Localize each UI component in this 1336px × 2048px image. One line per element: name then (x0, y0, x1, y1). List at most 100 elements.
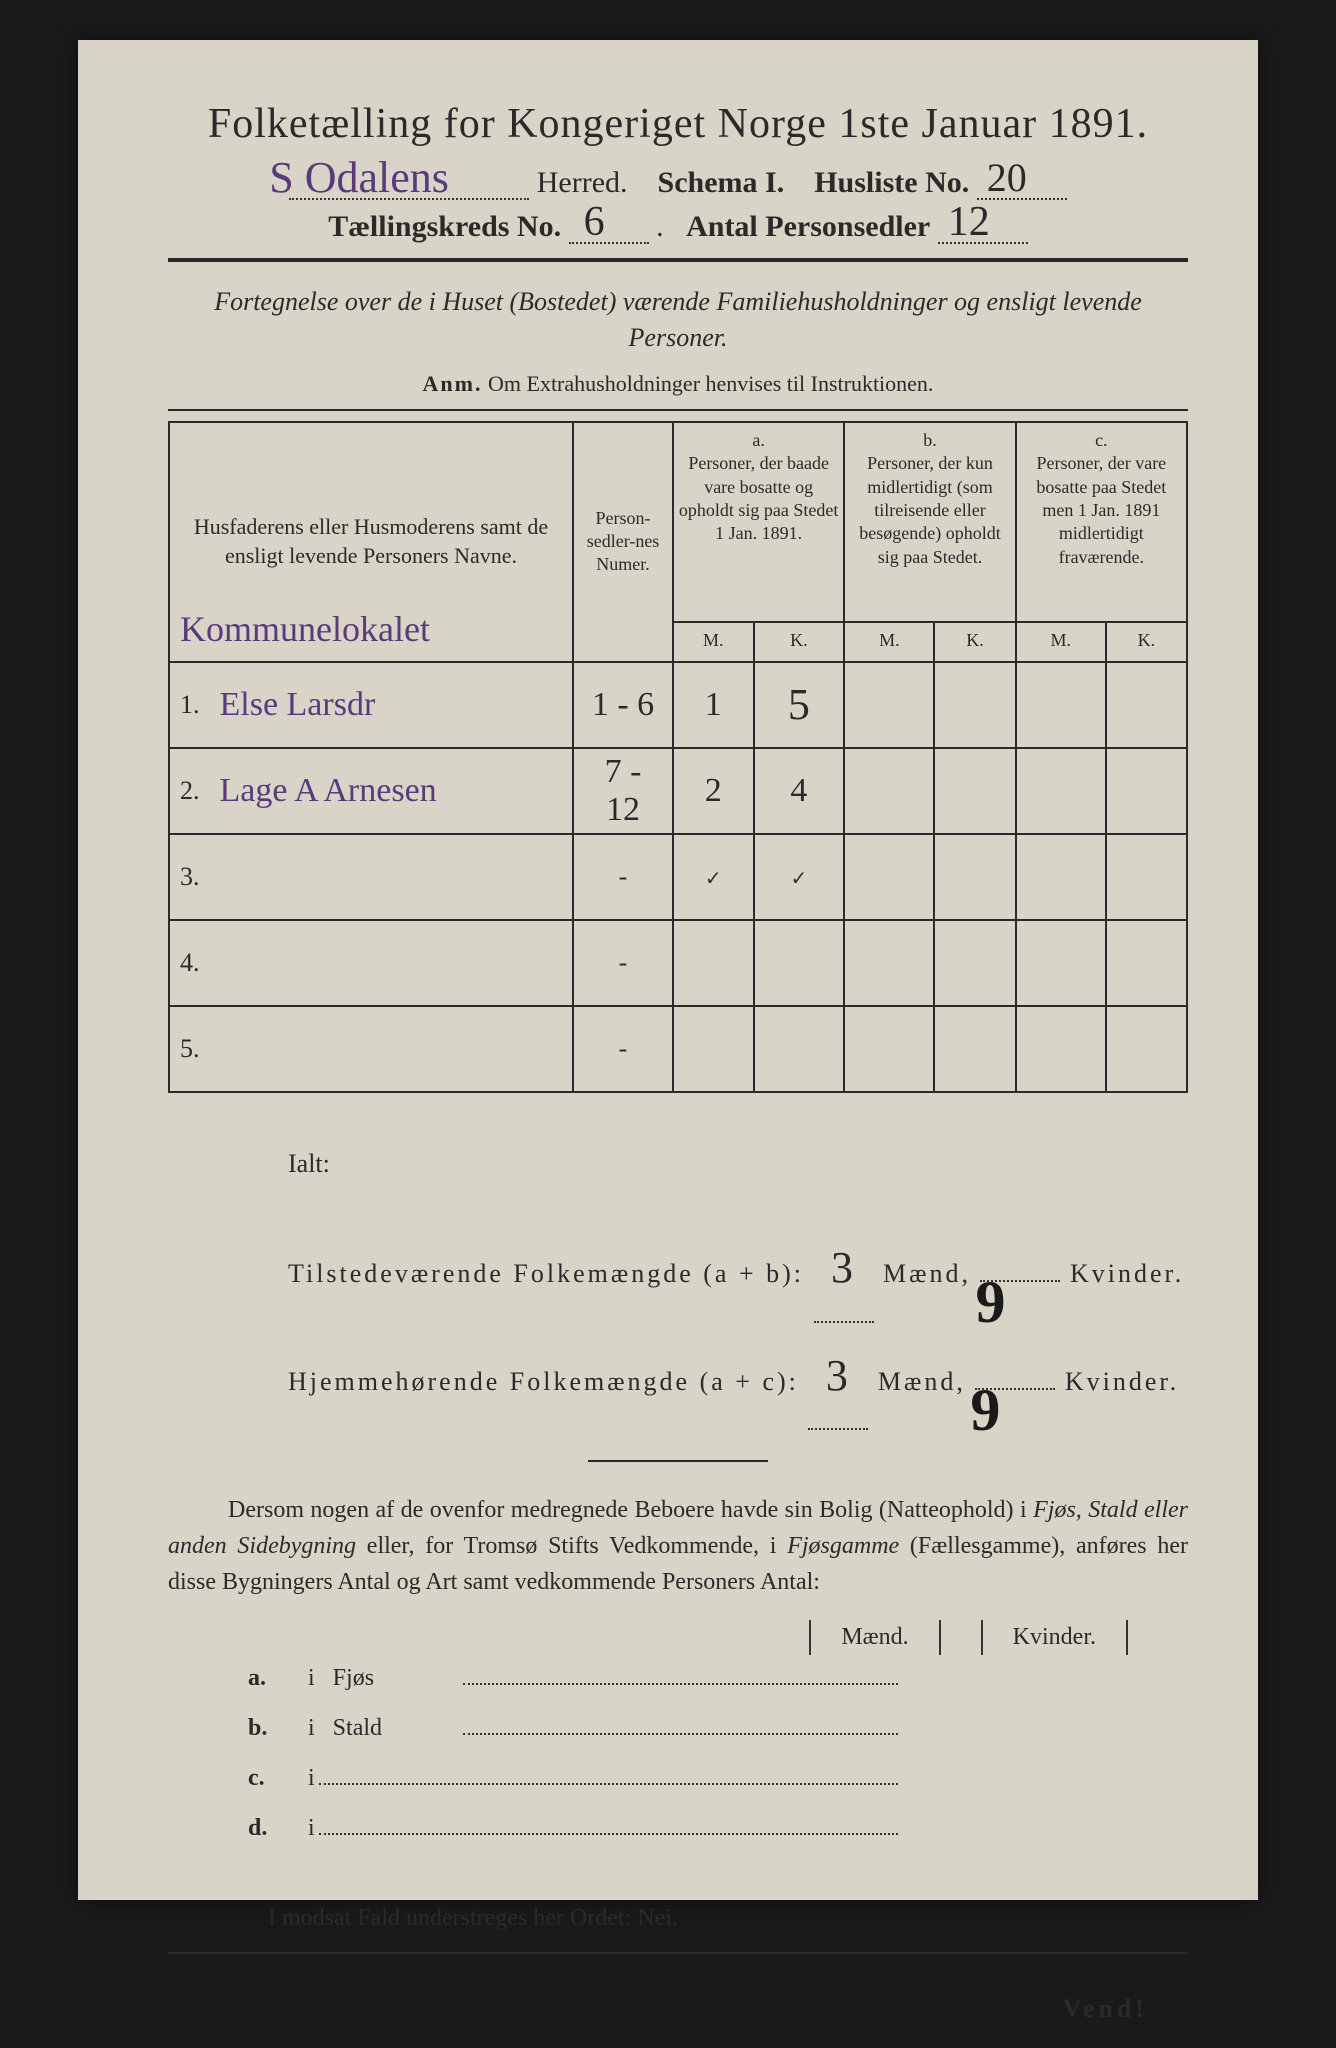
cell-a-m: 1 (705, 686, 722, 723)
maend-label-2: Mænd, (878, 1367, 966, 1396)
col-b-k: K. (934, 622, 1015, 662)
sidebyg-row: a. i Fjøs (248, 1665, 1188, 1715)
row-sedler: - (573, 920, 673, 1006)
sidebyg-cat: Fjøs (333, 1665, 453, 1692)
sidebyg-i: i (308, 1815, 315, 1842)
cell-c-k (1106, 920, 1187, 1006)
census-form-page: Folketælling for Kongeriget Norge 1ste J… (78, 40, 1258, 1900)
cell-c-m (1016, 748, 1106, 834)
kvinder-label: Kvinder. (1070, 1259, 1184, 1288)
dwelling-paragraph: Dersom nogen af de ovenfor medregnede Be… (168, 1492, 1188, 1600)
header-line-1: S Odalens Herred. Schema I. Husliste No.… (168, 166, 1188, 200)
husliste-label: Husliste No. (814, 166, 969, 199)
herred-value: S Odalens (269, 152, 449, 203)
sidebyg-kvinder: Kvinder. (981, 1620, 1128, 1655)
divider-top (168, 258, 1188, 262)
sidebyg-row: c. i (248, 1765, 1188, 1815)
table-row: 4. - (169, 920, 1187, 1006)
cell-c-k (1106, 662, 1187, 748)
table-row: 3. - ✓ ✓ (169, 834, 1187, 920)
table-row: 1. Else Larsdr 1 - 6 1 5 (169, 662, 1187, 748)
personsedler-value: 12 (948, 198, 990, 246)
total-line-home: Hjemmehørende Folkemængde (a + c): 3 Mæn… (288, 1323, 1188, 1431)
cell-c-k (1106, 834, 1187, 920)
cell-a-m: ✓ (705, 868, 722, 890)
anm-text: Om Extrahusholdninger henvises til Instr… (488, 371, 933, 396)
herred-label: Herred. (537, 166, 628, 199)
sidebyg-lbl: b. (248, 1715, 308, 1742)
cell-a-k: ✓ (791, 868, 808, 890)
cell-a-m (673, 1006, 753, 1092)
row-name: Else Larsdr (220, 686, 376, 723)
row-num: 2. (169, 748, 210, 834)
cell-a-m: 2 (705, 772, 722, 809)
dotted-line (463, 1715, 898, 1735)
dotted-line (463, 1665, 898, 1685)
col-a-k: K. (754, 622, 845, 662)
nei-line: I modsat Fald understreges her Ordet: Ne… (268, 1905, 1188, 1932)
table-row: 2. Lage A Arnesen 7 - 12 2 4 (169, 748, 1187, 834)
para-p2: eller, for Tromsø Stifts Vedkommende, i (356, 1533, 787, 1559)
cell-b-k (934, 662, 1015, 748)
personsedler-label: Antal Personsedler (686, 210, 930, 243)
kvinder-label-2: Kvinder. (1065, 1367, 1179, 1396)
cell-c-m (1016, 662, 1106, 748)
divider-pre-table (168, 409, 1188, 411)
anm-line: Anm. Om Extrahusholdninger henvises til … (168, 371, 1188, 397)
cell-a-k: 4 (790, 772, 807, 809)
sidebyg-cat: Stald (333, 1715, 453, 1742)
sidebyg-lbl: a. (248, 1665, 308, 1692)
cell-b-m (844, 662, 934, 748)
row-sedler: - (573, 834, 673, 920)
cell-b-k (934, 748, 1015, 834)
cell-c-k (1106, 1006, 1187, 1092)
total-line-present: Tilstedeværende Folkemængde (a + b): 3 M… (288, 1215, 1188, 1323)
husliste-value: 20 (987, 154, 1027, 201)
col-names-header: Husfaderens eller Husmoderens samt de en… (174, 513, 568, 570)
sidebyg-maend: Mænd. (809, 1620, 940, 1655)
col-a-text: Personer, der baade vare bosatte og opho… (678, 452, 839, 546)
kreds-label: Tællingskreds No. (328, 210, 561, 243)
tilstede-label: Tilstedeværende Folkemængde (a + b): (288, 1259, 804, 1288)
col-b-text: Personer, der kun midlertidigt (som tilr… (849, 452, 1010, 569)
col-c-title: c. (1021, 429, 1182, 452)
form-subtitle: Fortegnelse over de i Huset (Bostedet) v… (168, 284, 1188, 357)
sidebyg-list: a. i Fjøs b. i Stald c. i d. i (248, 1665, 1188, 1865)
col-c-m: M. (1016, 622, 1106, 662)
para-ital2: Fjøsgamme (787, 1533, 899, 1559)
sidebyg-i: i (308, 1765, 315, 1792)
schema-label: Schema I. (658, 166, 785, 199)
home-k: 9 (970, 1338, 1003, 1482)
cell-b-m (844, 834, 934, 920)
row-name: Lage A Arnesen (220, 772, 437, 809)
divider-bottom (168, 1952, 1188, 1954)
row-num: 4. (169, 920, 210, 1006)
cell-c-m (1016, 1006, 1106, 1092)
col-sedler-header: Person-sedler-nes Numer. (573, 422, 673, 662)
col-a-m: M. (673, 622, 753, 662)
cell-b-k (934, 1006, 1015, 1092)
col-b-title: b. (849, 429, 1010, 452)
place-note: Kommunelokalet (180, 606, 430, 653)
row-sedler: 1 - 6 (592, 686, 654, 723)
sidebyg-row: b. i Stald (248, 1715, 1188, 1765)
col-a-title: a. (678, 429, 839, 452)
sidebyg-mk-header: Mænd. Kvinder. (168, 1620, 1188, 1655)
row-num: 5. (169, 1006, 210, 1092)
census-table: Husfaderens eller Husmoderens samt de en… (168, 421, 1188, 1093)
cell-b-m (844, 920, 934, 1006)
table-body: 1. Else Larsdr 1 - 6 1 5 2. Lage A Arnes… (169, 662, 1187, 1092)
col-b-m: M. (844, 622, 934, 662)
row-sedler: 7 - 12 (605, 753, 642, 828)
home-m: 3 (826, 1351, 851, 1400)
maend-label: Mænd, (883, 1259, 971, 1288)
para-p1: Dersom nogen af de ovenfor medregnede Be… (228, 1497, 1033, 1523)
dotted-line (319, 1815, 898, 1835)
table-row: 5. - (169, 1006, 1187, 1092)
col-c-k: K. (1106, 622, 1187, 662)
row-num: 3. (169, 834, 210, 920)
ialt-label: Ialt: (288, 1133, 1188, 1195)
header-line-2: Tællingskreds No. 6 . Antal Personsedler… (168, 210, 1188, 244)
col-c-text: Personer, der vare bosatte paa Stedet me… (1021, 452, 1182, 569)
sidebyg-i: i (308, 1715, 315, 1742)
